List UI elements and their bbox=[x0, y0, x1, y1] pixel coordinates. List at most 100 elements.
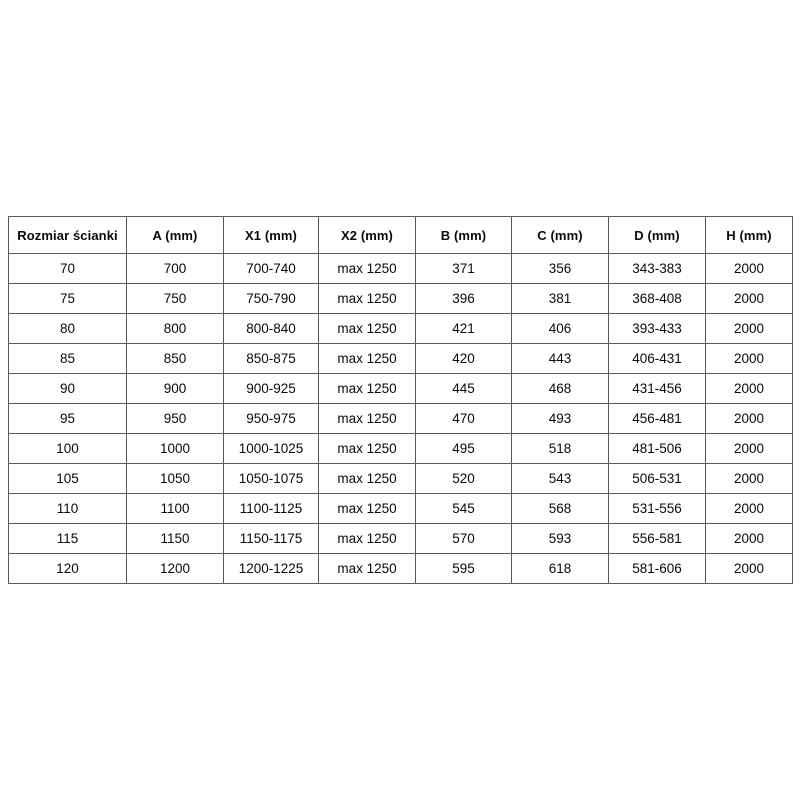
cell-size: 100 bbox=[8, 433, 127, 464]
cell-b: 520 bbox=[415, 463, 512, 494]
column-header-c: C (mm) bbox=[511, 216, 609, 254]
cell-x1: 1000-1025 bbox=[223, 433, 319, 464]
cell-size: 75 bbox=[8, 283, 127, 314]
table-row: 90 900 900-925 max 1250 445 468 431-456 2000 bbox=[8, 373, 793, 404]
cell-x1: 1150-1175 bbox=[223, 523, 319, 554]
cell-d: 481-506 bbox=[608, 433, 706, 464]
cell-a: 900 bbox=[126, 373, 224, 404]
cell-a: 1050 bbox=[126, 463, 224, 494]
cell-a: 1100 bbox=[126, 493, 224, 524]
cell-x2: max 1250 bbox=[318, 433, 416, 464]
cell-size: 90 bbox=[8, 373, 127, 404]
cell-size: 105 bbox=[8, 463, 127, 494]
cell-x1: 1200-1225 bbox=[223, 553, 319, 584]
cell-d: 506-531 bbox=[608, 463, 706, 494]
cell-d: 406-431 bbox=[608, 343, 706, 374]
cell-h: 2000 bbox=[705, 253, 793, 284]
column-header-x1: X1 (mm) bbox=[223, 216, 319, 254]
cell-x2: max 1250 bbox=[318, 253, 416, 284]
cell-x2: max 1250 bbox=[318, 463, 416, 494]
table-row: 120 1200 1200-1225 max 1250 595 618 581-606 200… bbox=[8, 553, 793, 584]
cell-x2: max 1250 bbox=[318, 373, 416, 404]
cell-c: 468 bbox=[511, 373, 609, 404]
cell-x2: max 1250 bbox=[318, 553, 416, 584]
cell-b: 371 bbox=[415, 253, 512, 284]
cell-c: 568 bbox=[511, 493, 609, 524]
cell-size: 70 bbox=[8, 253, 127, 284]
cell-d: 556-581 bbox=[608, 523, 706, 554]
cell-d: 431-456 bbox=[608, 373, 706, 404]
cell-h: 2000 bbox=[705, 283, 793, 314]
column-header-x2: X2 (mm) bbox=[318, 216, 416, 254]
cell-h: 2000 bbox=[705, 313, 793, 344]
cell-x1: 800-840 bbox=[223, 313, 319, 344]
cell-c: 543 bbox=[511, 463, 609, 494]
cell-d: 456-481 bbox=[608, 403, 706, 434]
cell-h: 2000 bbox=[705, 463, 793, 494]
size-specification-table: Rozmiar ścianki A (mm) X1 (mm) X2 (mm) B (mm… bbox=[8, 216, 793, 584]
cell-x2: max 1250 bbox=[318, 343, 416, 374]
column-header-b: B (mm) bbox=[415, 216, 512, 254]
cell-c: 406 bbox=[511, 313, 609, 344]
cell-d: 368-408 bbox=[608, 283, 706, 314]
cell-size: 80 bbox=[8, 313, 127, 344]
cell-c: 381 bbox=[511, 283, 609, 314]
cell-size: 115 bbox=[8, 523, 127, 554]
cell-x1: 950-975 bbox=[223, 403, 319, 434]
cell-c: 443 bbox=[511, 343, 609, 374]
column-header-d: D (mm) bbox=[608, 216, 706, 254]
cell-a: 700 bbox=[126, 253, 224, 284]
cell-a: 800 bbox=[126, 313, 224, 344]
cell-a: 850 bbox=[126, 343, 224, 374]
table-row: 110 1100 1100-1125 max 1250 545 568 531-556 200… bbox=[8, 493, 793, 524]
cell-x1: 900-925 bbox=[223, 373, 319, 404]
cell-h: 2000 bbox=[705, 403, 793, 434]
cell-b: 420 bbox=[415, 343, 512, 374]
cell-b: 470 bbox=[415, 403, 512, 434]
table-row: 85 850 850-875 max 1250 420 443 406-431 2000 bbox=[8, 343, 793, 374]
table-row: 80 800 800-840 max 1250 421 406 393-433 2000 bbox=[8, 313, 793, 344]
cell-x1: 850-875 bbox=[223, 343, 319, 374]
cell-x2: max 1250 bbox=[318, 283, 416, 314]
table-body: 70 700 700-740 max 1250 371 356 343-383 2000 75 7… bbox=[8, 253, 793, 584]
cell-x2: max 1250 bbox=[318, 523, 416, 554]
cell-h: 2000 bbox=[705, 523, 793, 554]
cell-size: 120 bbox=[8, 553, 127, 584]
cell-c: 493 bbox=[511, 403, 609, 434]
cell-h: 2000 bbox=[705, 373, 793, 404]
table-row: 70 700 700-740 max 1250 371 356 343-383 2000 bbox=[8, 253, 793, 284]
cell-a: 1150 bbox=[126, 523, 224, 554]
cell-b: 545 bbox=[415, 493, 512, 524]
table-row: 95 950 950-975 max 1250 470 493 456-481 2000 bbox=[8, 403, 793, 434]
cell-x1: 1100-1125 bbox=[223, 493, 319, 524]
cell-a: 750 bbox=[126, 283, 224, 314]
cell-size: 110 bbox=[8, 493, 127, 524]
cell-b: 396 bbox=[415, 283, 512, 314]
cell-b: 421 bbox=[415, 313, 512, 344]
table-row: 75 750 750-790 max 1250 396 381 368-408 2000 bbox=[8, 283, 793, 314]
cell-x1: 750-790 bbox=[223, 283, 319, 314]
column-header-a: A (mm) bbox=[126, 216, 224, 254]
table-row: 115 1150 1150-1175 max 1250 570 593 556-581 200… bbox=[8, 523, 793, 554]
cell-d: 393-433 bbox=[608, 313, 706, 344]
cell-d: 343-383 bbox=[608, 253, 706, 284]
cell-x2: max 1250 bbox=[318, 403, 416, 434]
cell-x1: 700-740 bbox=[223, 253, 319, 284]
table-header: Rozmiar ścianki A (mm) X1 (mm) X2 (mm) B (mm… bbox=[8, 216, 793, 254]
cell-b: 445 bbox=[415, 373, 512, 404]
cell-d: 531-556 bbox=[608, 493, 706, 524]
column-header-h: H (mm) bbox=[705, 216, 793, 254]
cell-b: 570 bbox=[415, 523, 512, 554]
spec-table-container: Rozmiar ścianki A (mm) X1 (mm) X2 (mm) B (mm… bbox=[8, 216, 793, 584]
cell-h: 2000 bbox=[705, 493, 793, 524]
cell-h: 2000 bbox=[705, 343, 793, 374]
cell-a: 1000 bbox=[126, 433, 224, 464]
cell-c: 618 bbox=[511, 553, 609, 584]
cell-size: 95 bbox=[8, 403, 127, 434]
table-row: 100 1000 1000-1025 max 1250 495 518 481-506 200… bbox=[8, 433, 793, 464]
cell-d: 581-606 bbox=[608, 553, 706, 584]
cell-c: 593 bbox=[511, 523, 609, 554]
cell-b: 595 bbox=[415, 553, 512, 584]
cell-x2: max 1250 bbox=[318, 493, 416, 524]
cell-a: 1200 bbox=[126, 553, 224, 584]
